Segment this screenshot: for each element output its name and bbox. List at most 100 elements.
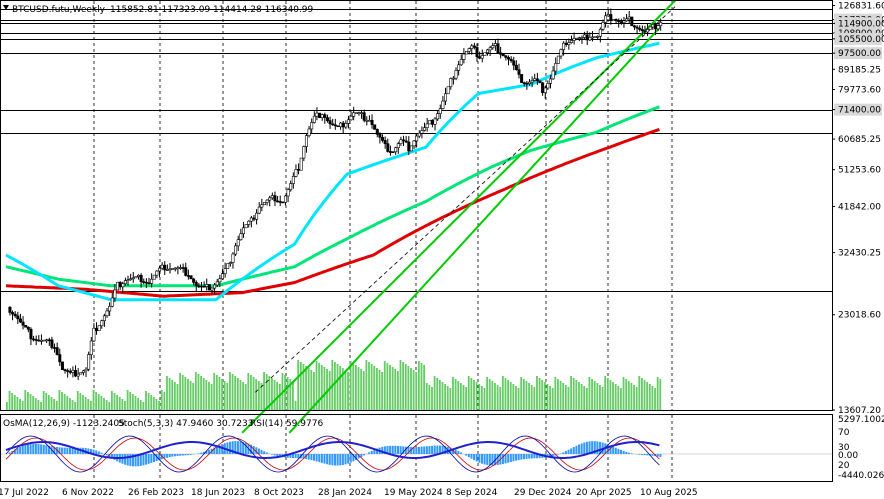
candle-body [192,278,196,283]
candle-body [627,16,631,20]
osma-bar [383,446,386,454]
time-tick-label: 18 Jun 2023 [191,488,245,498]
volume-bar [208,382,210,410]
osma-bar [630,453,633,454]
candle-body [105,310,109,317]
candle-body [265,199,269,203]
candle-body [611,19,615,22]
candle-body [173,267,177,270]
volume-bar [47,395,50,410]
osma-bar [336,454,339,466]
volume-bar [108,402,111,410]
osma-bar [588,441,591,454]
osma-bar [396,445,399,454]
candle-body [323,114,327,118]
candle-body [362,112,366,121]
candle-body [215,281,219,286]
osma-bar [271,454,274,455]
volume-bar [646,382,649,410]
candle-body [302,146,306,159]
level-label-bg [834,103,882,116]
candle-body [102,315,106,321]
volume-bar [520,377,523,410]
volume-bar [452,377,454,410]
osma-bar [562,452,565,454]
volume-bar [89,401,92,410]
volume-bar [137,398,140,410]
time-tick-label: 8 Sep 2024 [446,488,498,498]
candle-body [520,74,524,83]
osma-bar [517,454,520,461]
candle-body [535,78,539,82]
volume-bar [465,387,468,410]
volume-bar [299,362,302,410]
volume-bar [100,396,103,410]
volume-bar [491,381,494,410]
osma-bar [625,451,628,454]
osma-bar [417,446,420,454]
candle-body [84,368,88,372]
candle-body [632,25,636,28]
candle-body [360,112,364,114]
osma-bar [121,454,124,464]
volume-bar [13,395,16,410]
candle-body [45,339,49,342]
candle-body [92,327,96,342]
osma-bar [215,446,218,454]
osma-label: OsMA(12,26,9) -1123.2405 [3,419,125,429]
volume-bar [305,366,307,410]
candle-body [55,347,59,355]
price-tick-label: 51253.60 [838,166,881,176]
candle-body [491,45,495,49]
osma-bar [352,454,355,462]
candle-body [601,22,605,30]
osma-bar [265,452,268,454]
candle-body [517,69,521,75]
candle-body [123,280,127,284]
indicator-tick-label: 30 [838,443,850,453]
volume-bar [247,373,250,410]
candle-body [47,339,51,342]
osma-bar [444,446,447,454]
osma-bar [45,445,48,454]
osma-bar [452,448,455,454]
candle-body [116,281,120,291]
osma-bar [97,451,100,454]
candle-body [577,37,581,40]
osma-bar [21,445,24,454]
candle-body [543,87,547,93]
candle-body [318,112,322,119]
volume-bar [221,379,223,410]
volume-bar [257,381,260,410]
osma-bar [40,444,43,454]
volume-bar [614,384,617,410]
osma-bar [347,454,350,464]
candle-body [87,354,91,370]
volume-bar [50,397,53,410]
volume-bar [268,376,271,410]
osma-bar [66,447,69,454]
candle-body [420,130,424,134]
volume-bar [252,377,255,410]
volume-bar [541,380,544,410]
osma-bar [171,454,174,457]
volume-bar [53,399,56,410]
candle-body [493,43,497,46]
osma-bar [53,446,56,454]
osma-bar [260,449,263,454]
osma-bar [152,454,155,462]
indicator-tick-label: 5297.1002 [838,415,884,425]
osma-bar [389,445,392,454]
volume-bar [633,385,635,410]
osma-bar [423,446,426,454]
volume-bar [352,363,355,410]
candle-body [325,117,329,121]
candle-body [640,29,644,32]
candle-body [538,80,542,84]
volume-bar [554,377,557,410]
volume-bar [585,388,588,410]
symbol-arrow-icon [3,5,9,10]
volume-bar [446,386,449,410]
osma-bar [341,454,344,466]
osma-bar [142,454,145,466]
